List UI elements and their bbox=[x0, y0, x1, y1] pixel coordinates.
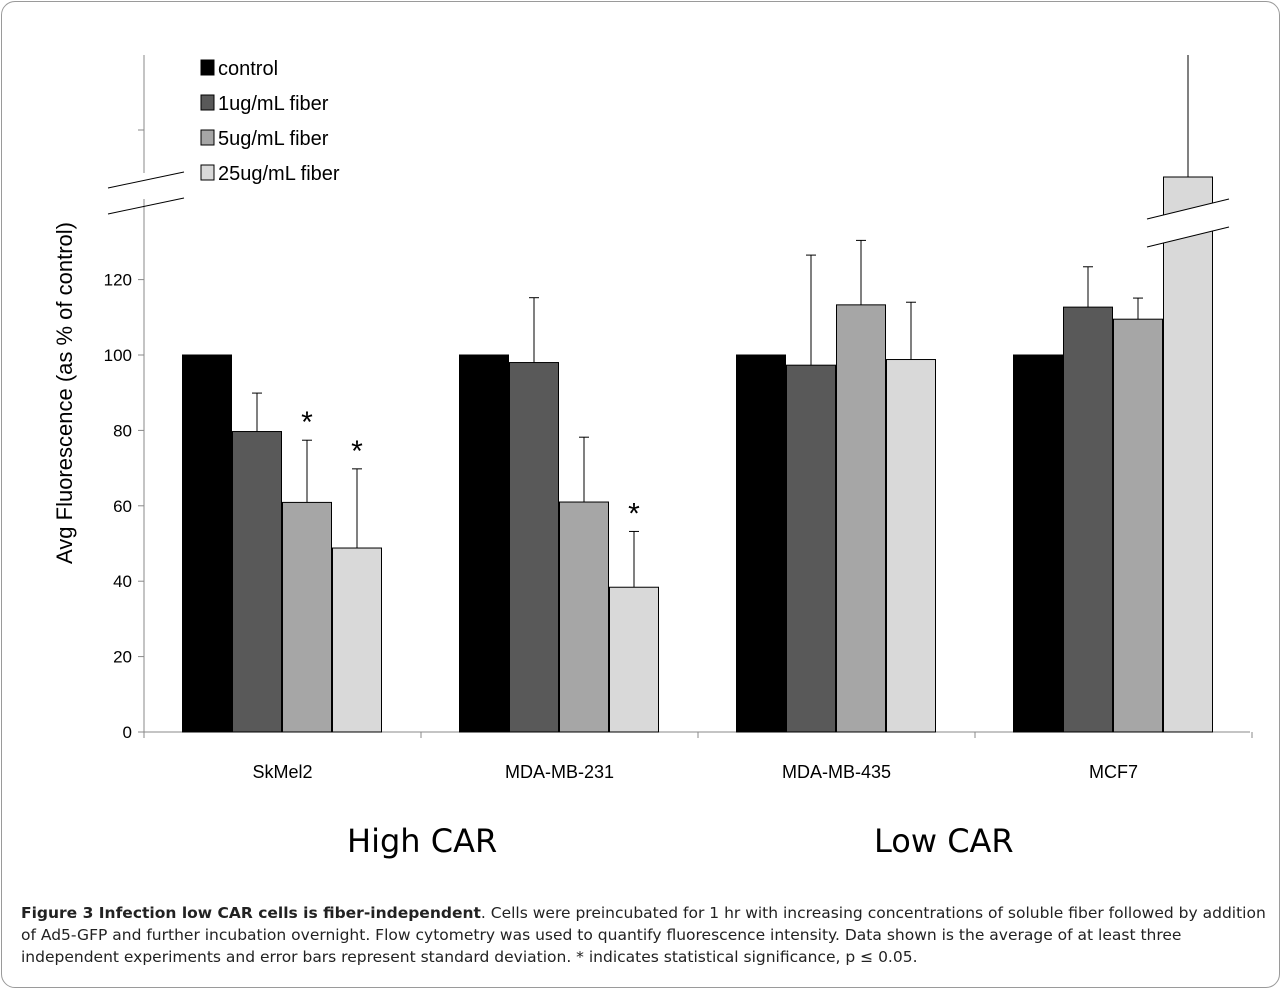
bar bbox=[736, 354, 786, 733]
x-tick-label: MDA-MB-435 bbox=[782, 762, 891, 782]
legend-swatch bbox=[200, 129, 215, 146]
legend-label: control bbox=[218, 58, 278, 80]
x-tick-label: SkMel2 bbox=[252, 762, 312, 782]
bar-chart: 0 20 40 60 80 100 120 SkMel2 MDA-MB-231 MDA-MB-43… bbox=[52, 55, 1253, 782]
y-tick-label: 120 bbox=[104, 271, 132, 290]
figure-caption: Figure 3 Infection low CAR cells is fibe… bbox=[21, 902, 1271, 968]
legend-label: 25ug/mL fiber bbox=[218, 163, 340, 185]
axes: 0 20 40 60 80 100 120 SkMel2 MDA-MB-231 MDA-MB-43… bbox=[104, 55, 1253, 782]
bar bbox=[232, 431, 282, 733]
bar bbox=[886, 359, 936, 733]
group-label-high-car: High CAR bbox=[347, 822, 498, 860]
bar bbox=[786, 364, 836, 733]
legend-label: 1ug/mL fiber bbox=[218, 93, 329, 115]
legend-swatch bbox=[200, 94, 215, 111]
bar bbox=[1013, 354, 1063, 733]
caption-text: . Cells were preincubated for 1 hr with … bbox=[21, 904, 1266, 966]
bar-break-mark bbox=[1146, 226, 1230, 248]
y-axis-label: Avg Fluorescence (as % of control) bbox=[52, 222, 77, 564]
bar bbox=[282, 501, 332, 733]
x-tick-label: MDA-MB-231 bbox=[505, 762, 614, 782]
y-tick-label: 100 bbox=[104, 346, 132, 365]
y-axis-break-mark bbox=[107, 171, 185, 189]
bar bbox=[509, 362, 559, 733]
group-label-low-car: Low CAR bbox=[874, 822, 1014, 860]
bar bbox=[609, 586, 659, 733]
bar-break-gap bbox=[1147, 199, 1229, 247]
legend-swatch bbox=[200, 164, 215, 181]
y-axis-break-mark bbox=[107, 197, 185, 215]
bar bbox=[559, 501, 609, 733]
significance-marker: * bbox=[301, 406, 313, 439]
bars: * * * bbox=[182, 55, 1230, 733]
bar-break-mark bbox=[1146, 198, 1230, 220]
significance-marker: * bbox=[628, 497, 640, 530]
y-tick-label: 80 bbox=[113, 421, 132, 440]
y-tick-label: 40 bbox=[113, 572, 132, 591]
significance-marker: * bbox=[351, 435, 363, 468]
y-tick-label: 0 bbox=[123, 723, 132, 742]
x-tick-label: MCF7 bbox=[1089, 762, 1138, 782]
bar bbox=[1113, 318, 1163, 733]
y-tick-label: 20 bbox=[113, 648, 132, 667]
legend-swatch bbox=[200, 59, 215, 76]
bar bbox=[836, 304, 886, 733]
bar bbox=[1163, 176, 1213, 733]
legend-label: 5ug/mL fiber bbox=[218, 128, 329, 150]
y-tick-label: 60 bbox=[113, 497, 132, 516]
legend: control 1ug/mL fiber 5ug/mL fiber 25ug/mL f… bbox=[200, 58, 340, 185]
caption-title: Figure 3 Infection low CAR cells is fibe… bbox=[21, 904, 481, 922]
bar bbox=[1063, 306, 1113, 733]
bar bbox=[182, 354, 232, 733]
bar bbox=[459, 354, 509, 733]
bar bbox=[332, 547, 382, 733]
